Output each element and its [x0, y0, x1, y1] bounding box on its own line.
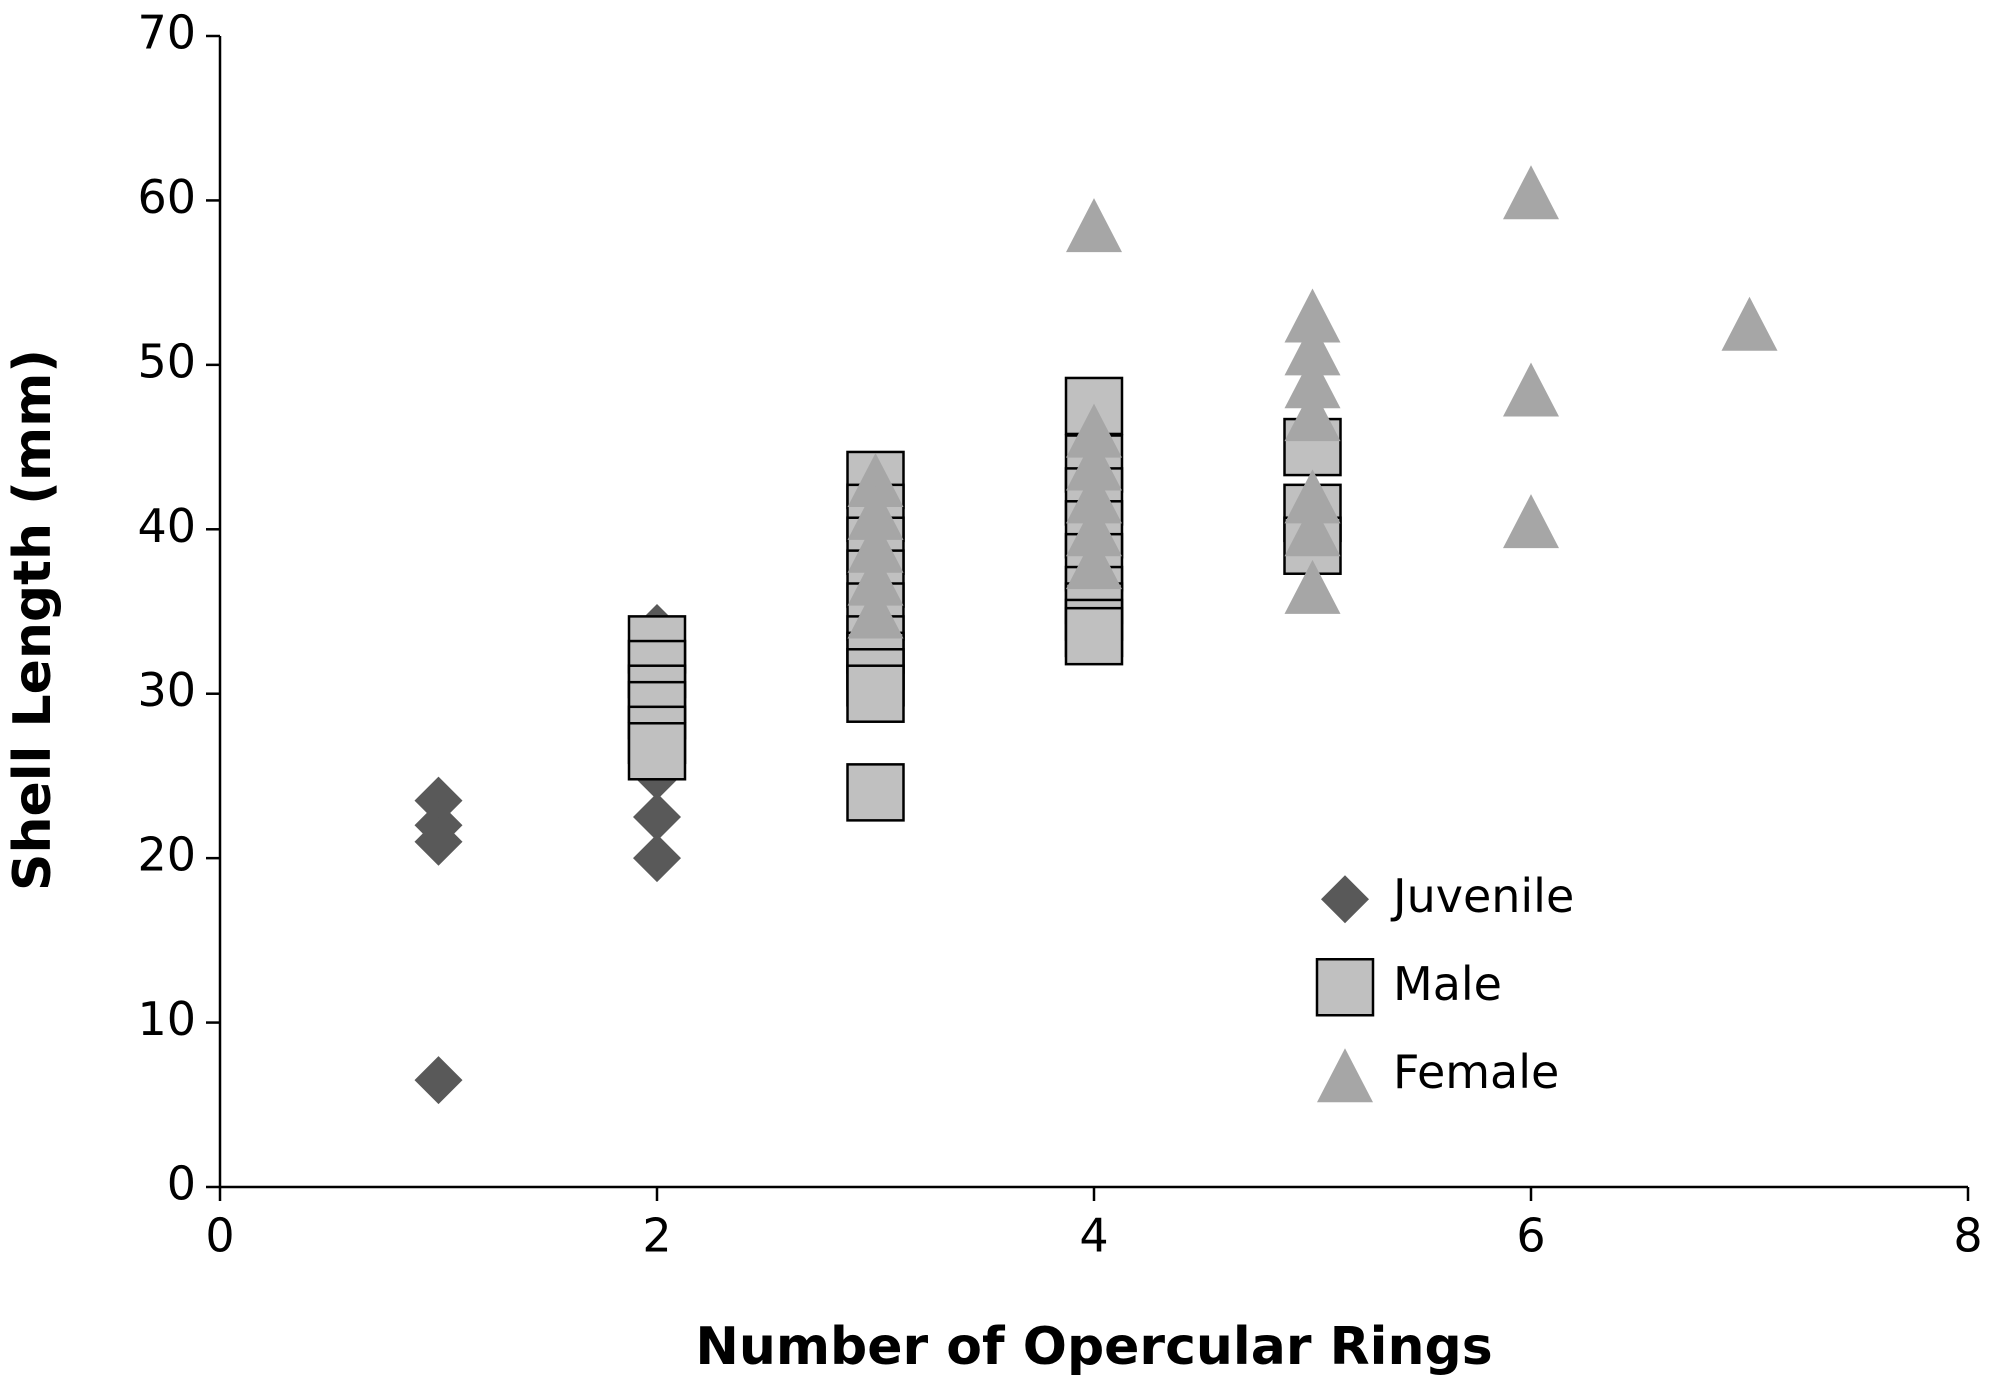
x-tick-label: 2 — [642, 1209, 671, 1263]
point — [1284, 387, 1341, 442]
point — [414, 776, 463, 825]
legend-label: Juvenile — [1390, 869, 1574, 923]
point — [1284, 559, 1341, 614]
legend-label: Male — [1393, 957, 1502, 1011]
x-tick-label: 0 — [205, 1209, 234, 1263]
point — [633, 834, 681, 883]
point — [633, 793, 681, 842]
y-tick-label: 40 — [137, 499, 196, 553]
point — [846, 664, 905, 723]
point — [414, 1056, 463, 1105]
legend-label: Female — [1393, 1045, 1559, 1099]
point — [414, 817, 463, 866]
point — [1064, 606, 1124, 666]
point — [1284, 469, 1341, 524]
y-axis-title: Shell Length (mm) — [3, 349, 63, 891]
point — [847, 584, 904, 639]
point — [846, 763, 905, 822]
legend-marker — [1315, 958, 1375, 1017]
point — [1284, 288, 1341, 343]
legend-marker — [1321, 875, 1369, 924]
point — [847, 485, 904, 540]
x-tick-label: 4 — [1079, 1209, 1108, 1263]
point — [1284, 502, 1341, 557]
y-tick-label: 60 — [137, 170, 196, 224]
y-tick-label: 30 — [137, 663, 196, 717]
y-tick-label: 70 — [137, 6, 196, 60]
point — [1066, 502, 1122, 557]
point — [627, 722, 687, 781]
point — [1066, 198, 1122, 253]
point — [1066, 535, 1122, 590]
y-tick-label: 10 — [137, 992, 196, 1046]
x-tick-label: 6 — [1516, 1209, 1545, 1263]
legend-marker — [1317, 1048, 1373, 1103]
x-tick-label: 8 — [1953, 1209, 1982, 1263]
y-tick-label: 0 — [167, 1157, 196, 1211]
point — [1284, 354, 1341, 409]
point — [1503, 362, 1559, 417]
point — [1503, 494, 1559, 549]
point — [847, 551, 904, 606]
point — [1284, 321, 1341, 376]
x-axis-title: Number of Opercular Rings — [695, 1317, 1492, 1377]
point — [1503, 165, 1559, 220]
point — [1066, 403, 1122, 458]
point — [1066, 469, 1122, 524]
point — [1721, 296, 1778, 351]
point — [1066, 436, 1122, 491]
point — [847, 452, 904, 507]
point — [847, 518, 904, 573]
y-tick-label: 50 — [137, 334, 196, 388]
y-tick-label: 20 — [137, 828, 196, 882]
